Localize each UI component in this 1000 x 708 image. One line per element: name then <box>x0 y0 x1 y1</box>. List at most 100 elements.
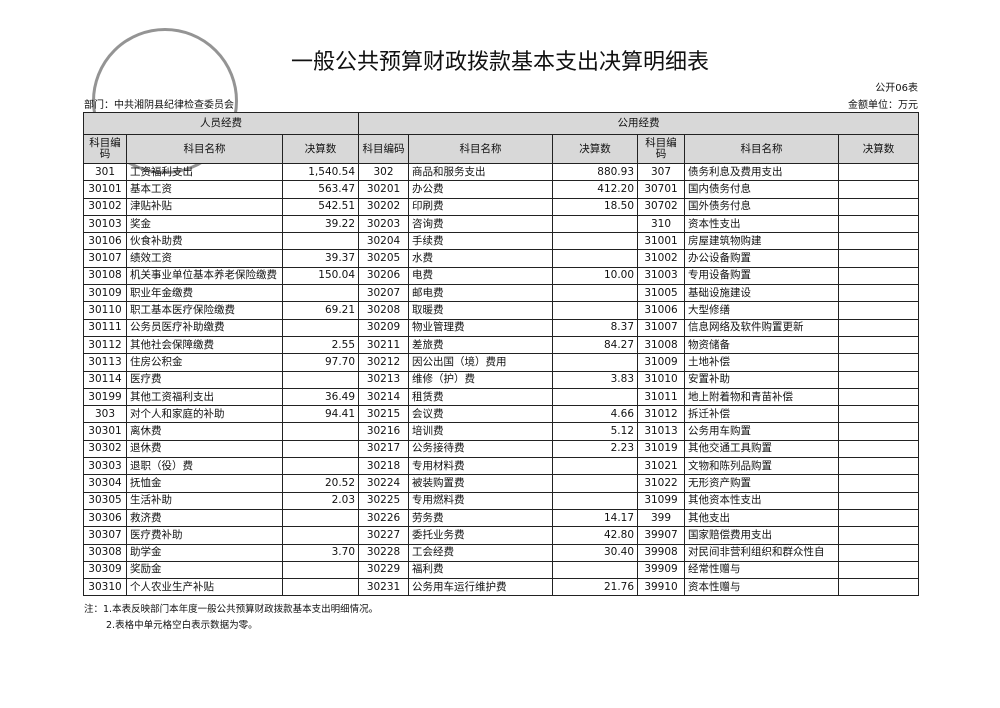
table-row: 30101 基本工资 563.47 30201 办公费 412.20 30701 国内债务付息 <box>83 180 920 199</box>
amount-cell: 880.93 <box>552 162 639 182</box>
name-cell: 债务利息及费用支出 <box>684 162 840 182</box>
amount-cell: 5.12 <box>552 422 639 441</box>
code-cell: 30209 <box>358 318 410 337</box>
table-row: 30310 个人农业生产补贴 30231 公务用车运行维护费 21.76 39910 资本性… <box>83 578 920 597</box>
name-cell: 劳务费 <box>408 508 554 528</box>
name-cell: 伙食补助费 <box>126 232 283 251</box>
name-cell: 委托业务费 <box>408 526 554 545</box>
name-cell: 因公出国（境）费用 <box>408 353 554 372</box>
table-row: 30102 津贴补贴 542.51 30202 印刷费 18.50 30702 国外债务付息 <box>83 197 920 216</box>
name-cell: 对个人和家庭的补助 <box>126 405 283 424</box>
department: 部门：中共湘阴县纪律检查委员会 <box>84 100 234 111</box>
table-row: 30199 其他工资福利支出 36.49 30214 租赁费 31011 地上附着物和青苗补… <box>83 387 920 407</box>
code-cell: 310 <box>637 214 686 234</box>
section-header: 人员经费 <box>82 112 360 135</box>
name-cell: 其他支出 <box>684 508 840 528</box>
code-cell: 30218 <box>358 457 410 476</box>
name-cell: 对民间非营利组织和群众性自 <box>684 543 840 562</box>
amount-cell <box>838 214 920 234</box>
table-row: 30103 奖金 39.22 30203 咨询费 310 资本性支出 <box>83 214 920 234</box>
code-cell: 31011 <box>637 387 686 407</box>
name-cell: 津贴补贴 <box>126 197 283 216</box>
amount-cell <box>552 301 639 320</box>
amount-cell <box>281 578 360 597</box>
form-code: 公开06表 <box>875 83 918 94</box>
name-cell: 绩效工资 <box>126 249 283 268</box>
amount-cell <box>552 491 639 510</box>
amount-cell: 1,540.54 <box>281 162 360 182</box>
amount-cell <box>838 474 920 493</box>
name-cell: 其他社会保障缴费 <box>126 335 283 355</box>
amount-cell <box>838 266 920 286</box>
code-cell: 31001 <box>637 232 686 251</box>
name-cell: 信息网络及软件购置更新 <box>684 318 840 337</box>
name-cell: 住房公积金 <box>126 353 283 372</box>
amount-cell: 42.80 <box>552 526 639 545</box>
code-cell: 30301 <box>83 422 127 441</box>
code-cell: 31007 <box>637 318 686 337</box>
name-cell: 生活补助 <box>126 491 283 510</box>
table-row: 30107 绩效工资 39.37 30205 水费 31002 办公设备购置 <box>83 249 920 268</box>
table-row: 30308 助学金 3.70 30228 工会经费 30.40 39908 对民间非营利组织和… <box>83 543 920 562</box>
amount-cell <box>838 439 920 459</box>
table-row: 30302 退休费 30217 公务接待费 2.23 31019 其他交通工具购置 <box>83 439 920 459</box>
amount-cell <box>838 162 920 182</box>
name-cell: 助学金 <box>126 543 283 562</box>
code-cell: 30204 <box>358 232 410 251</box>
code-cell: 31002 <box>637 249 686 268</box>
code-cell: 30225 <box>358 491 410 510</box>
amount-cell: 2.23 <box>552 439 639 459</box>
name-cell: 资本性支出 <box>684 214 840 234</box>
code-cell: 30228 <box>358 543 410 562</box>
name-cell: 手续费 <box>408 232 554 251</box>
amount-cell <box>552 249 639 268</box>
name-cell: 基本工资 <box>126 180 283 199</box>
code-cell: 30308 <box>83 543 127 562</box>
column-header: 科目名称 <box>408 134 554 164</box>
name-cell: 公务接待费 <box>408 439 554 459</box>
name-cell: 房屋建筑物购建 <box>684 232 840 251</box>
amount-cell <box>281 422 360 441</box>
code-cell: 30199 <box>83 387 127 407</box>
name-cell: 专用燃料费 <box>408 491 554 510</box>
code-cell: 30302 <box>83 439 127 459</box>
code-cell: 31099 <box>637 491 686 510</box>
name-cell: 公务用车购置 <box>684 422 840 441</box>
amount-cell: 30.40 <box>552 543 639 562</box>
name-cell: 国外债务付息 <box>684 197 840 216</box>
name-cell: 职业年金缴费 <box>126 284 283 303</box>
name-cell: 离休费 <box>126 422 283 441</box>
name-cell: 个人农业生产补贴 <box>126 578 283 597</box>
name-cell: 维修（护）费 <box>408 370 554 389</box>
code-cell: 30309 <box>83 560 127 580</box>
code-cell: 30101 <box>83 180 127 199</box>
name-cell: 差旅费 <box>408 335 554 355</box>
code-cell: 30216 <box>358 422 410 441</box>
name-cell: 办公费 <box>408 180 554 199</box>
code-cell: 39910 <box>637 578 686 597</box>
amount-cell: 39.22 <box>281 214 360 234</box>
amount-cell: 10.00 <box>552 266 639 286</box>
name-cell: 商品和服务支出 <box>408 162 554 182</box>
amount-cell <box>838 353 920 372</box>
code-cell: 30226 <box>358 508 410 528</box>
code-cell: 30109 <box>83 284 127 303</box>
code-cell: 30205 <box>358 249 410 268</box>
name-cell: 其他交通工具购置 <box>684 439 840 459</box>
code-cell: 30113 <box>83 353 127 372</box>
name-cell: 电费 <box>408 266 554 286</box>
table-row: 30306 救济费 30226 劳务费 14.17 399 其他支出 <box>83 508 920 528</box>
amount-cell: 150.04 <box>281 266 360 286</box>
amount-cell <box>838 249 920 268</box>
name-cell: 基础设施建设 <box>684 284 840 303</box>
code-cell: 30110 <box>83 301 127 320</box>
name-cell: 邮电费 <box>408 284 554 303</box>
name-cell: 工资福利支出 <box>126 162 283 182</box>
column-header: 决算数 <box>552 134 639 164</box>
unit: 金额单位：万元 <box>848 100 918 111</box>
amount-cell: 542.51 <box>281 197 360 216</box>
table-row: 30304 抚恤金 20.52 30224 被装购置费 31022 无形资产购置 <box>83 474 920 493</box>
code-cell: 30305 <box>83 491 127 510</box>
name-cell: 咨询费 <box>408 214 554 234</box>
code-cell: 30114 <box>83 370 127 389</box>
